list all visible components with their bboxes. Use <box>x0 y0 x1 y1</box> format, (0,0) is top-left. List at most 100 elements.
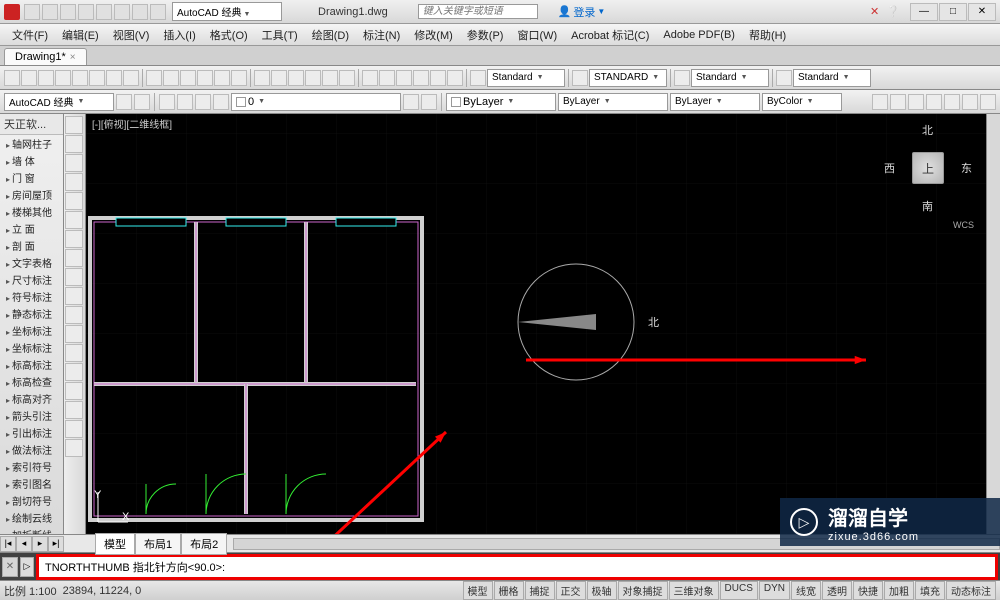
toolbar-button[interactable] <box>197 70 213 86</box>
toolbar-button[interactable] <box>4 70 20 86</box>
status-toggle[interactable]: DYN <box>759 581 790 600</box>
toolbar-button[interactable] <box>413 70 429 86</box>
draw-tool-button[interactable] <box>65 382 83 400</box>
sidebar-item[interactable]: 房间屋顶 <box>0 186 63 203</box>
compass-north[interactable]: 北 <box>922 122 933 138</box>
toolbar-button[interactable] <box>271 70 287 86</box>
menu-item[interactable]: 工具(T) <box>256 25 304 45</box>
sidebar-item[interactable]: 绘制云线 <box>0 509 63 526</box>
tb-btn[interactable] <box>980 94 996 110</box>
status-toggle[interactable]: 加粗 <box>884 581 914 600</box>
sidebar-title[interactable]: 天正软... <box>0 114 63 135</box>
style-dropdown[interactable]: STANDARD <box>589 69 667 87</box>
toolbar-button[interactable] <box>106 70 122 86</box>
sidebar-item[interactable]: 轴网柱子 <box>0 135 63 152</box>
style-dropdown[interactable]: Standard <box>793 69 871 87</box>
toolbar-button[interactable] <box>180 70 196 86</box>
menu-item[interactable]: 标注(N) <box>357 25 406 45</box>
draw-tool-button[interactable] <box>65 116 83 134</box>
sidebar-item[interactable]: 标高标注 <box>0 356 63 373</box>
sidebar-item[interactable]: 剖切符号 <box>0 492 63 509</box>
login-link[interactable]: 👤 登录 ▼ <box>558 4 606 20</box>
sidebar-item[interactable]: 引出标注 <box>0 424 63 441</box>
sidebar-item[interactable]: 索引符号 <box>0 458 63 475</box>
status-toggle[interactable]: 极轴 <box>587 581 617 600</box>
draw-tool-button[interactable] <box>65 420 83 438</box>
layer-btn[interactable] <box>213 94 229 110</box>
toolbar-button[interactable] <box>55 70 71 86</box>
view-cube[interactable]: 北 南 西 东 上 WCS <box>882 122 974 214</box>
status-toggle[interactable]: DUCS <box>720 581 758 600</box>
minimize-button[interactable]: — <box>910 3 938 21</box>
menu-item[interactable]: 修改(M) <box>408 25 459 45</box>
drawing-canvas[interactable]: [-][俯视][二维线框] 北 南 西 东 上 WCS 北 X <box>86 114 986 534</box>
tb-btn[interactable] <box>890 94 906 110</box>
cmd-close-icon[interactable]: ✕ <box>2 557 18 577</box>
status-toggle[interactable]: 三维对象 <box>669 581 719 600</box>
tb-btn[interactable] <box>962 94 978 110</box>
layout-tab[interactable]: 布局2 <box>181 533 227 555</box>
status-toggle[interactable]: 透明 <box>822 581 852 600</box>
toolbar-button[interactable] <box>447 70 463 86</box>
menu-item[interactable]: 编辑(E) <box>56 25 105 45</box>
draw-tool-button[interactable] <box>65 135 83 153</box>
menu-item[interactable]: 插入(I) <box>157 25 201 45</box>
toolbar-button[interactable] <box>322 70 338 86</box>
toolbar-button[interactable] <box>339 70 355 86</box>
layer-btn[interactable] <box>421 94 437 110</box>
exchange-icon[interactable]: ✕ <box>870 5 884 19</box>
qat-btn[interactable] <box>24 4 40 20</box>
style-icon[interactable] <box>470 70 486 86</box>
style-icon[interactable] <box>776 70 792 86</box>
sidebar-item[interactable]: 加折断线 <box>0 526 63 534</box>
close-icon[interactable]: × <box>70 52 76 63</box>
sidebar-item[interactable]: 墙 体 <box>0 152 63 169</box>
layout-tab[interactable]: 模型 <box>95 533 135 555</box>
status-toggle[interactable]: 模型 <box>463 581 493 600</box>
sidebar-item[interactable]: 符号标注 <box>0 288 63 305</box>
viewport-label[interactable]: [-][俯视][二维线框] <box>92 116 172 131</box>
help-search-input[interactable] <box>418 4 538 19</box>
color-dropdown[interactable]: ByLayer <box>446 93 556 111</box>
qat-btn[interactable] <box>114 4 130 20</box>
toolbar-button[interactable] <box>231 70 247 86</box>
toolbar-button[interactable] <box>146 70 162 86</box>
status-toggle[interactable]: 捕捉 <box>525 581 555 600</box>
toolbar-button[interactable] <box>430 70 446 86</box>
toolbar-button[interactable] <box>288 70 304 86</box>
layer-dropdown[interactable]: 0 <box>231 93 401 111</box>
draw-tool-button[interactable] <box>65 363 83 381</box>
tb-btn[interactable] <box>944 94 960 110</box>
qat-btn[interactable] <box>42 4 58 20</box>
style-icon[interactable] <box>572 70 588 86</box>
vertical-scrollbar[interactable] <box>986 114 1000 534</box>
compass-east[interactable]: 东 <box>961 160 972 176</box>
tb-btn[interactable] <box>908 94 924 110</box>
scale-label[interactable]: 比例 1:100 <box>4 583 57 599</box>
draw-tool-button[interactable] <box>65 211 83 229</box>
menu-item[interactable]: 格式(O) <box>204 25 254 45</box>
draw-tool-button[interactable] <box>65 173 83 191</box>
menu-item[interactable]: 参数(P) <box>461 25 510 45</box>
tb-btn[interactable] <box>926 94 942 110</box>
nav-last[interactable]: ▸| <box>48 536 64 552</box>
workspace-dropdown[interactable]: AutoCAD 经典 <box>172 2 282 21</box>
sidebar-item[interactable]: 做法标注 <box>0 441 63 458</box>
status-toggle[interactable]: 线宽 <box>791 581 821 600</box>
status-toggle[interactable]: 填充 <box>915 581 945 600</box>
sidebar-item[interactable]: 坐标标注 <box>0 339 63 356</box>
tb-btn[interactable] <box>116 94 132 110</box>
sidebar-item[interactable]: 门 窗 <box>0 169 63 186</box>
layer-btn[interactable] <box>403 94 419 110</box>
layer-btn[interactable] <box>177 94 193 110</box>
status-toggle[interactable]: 对象捕捉 <box>618 581 668 600</box>
style-icon[interactable] <box>674 70 690 86</box>
qat-btn[interactable] <box>96 4 112 20</box>
sidebar-item[interactable]: 箭头引注 <box>0 407 63 424</box>
toolbar-button[interactable] <box>379 70 395 86</box>
status-toggle[interactable]: 动态标注 <box>946 581 996 600</box>
view-cube-top[interactable]: 上 <box>912 152 944 184</box>
status-toggle[interactable]: 正交 <box>556 581 586 600</box>
workspace-selector[interactable]: AutoCAD 经典 <box>4 93 114 111</box>
draw-tool-button[interactable] <box>65 154 83 172</box>
